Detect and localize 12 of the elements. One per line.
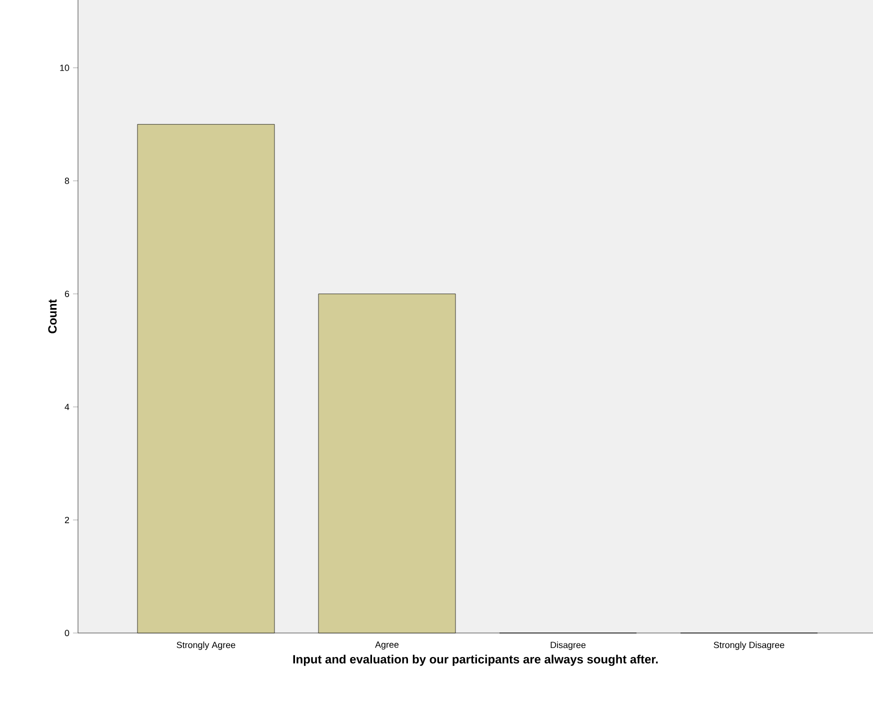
y-tick-label: 4 bbox=[64, 404, 70, 410]
y-tick-label: 0 bbox=[64, 630, 70, 636]
y-tick-label: 10 bbox=[60, 64, 70, 71]
x-tick-label: Disagree bbox=[550, 642, 586, 650]
x-tick-label: Strongly Disagree bbox=[714, 642, 784, 650]
x-axis-title: Input and evaluation by our participants are always sought after. bbox=[293, 654, 658, 666]
y-tick-label: 8 bbox=[64, 178, 70, 184]
y-tick-label: 6 bbox=[64, 290, 70, 298]
y-axis-title: Count bbox=[48, 299, 57, 334]
x-tick-label: Agree bbox=[375, 642, 399, 650]
x-tick-label: Strongly Agree bbox=[176, 642, 236, 650]
y-tick-label: 2 bbox=[64, 516, 70, 524]
